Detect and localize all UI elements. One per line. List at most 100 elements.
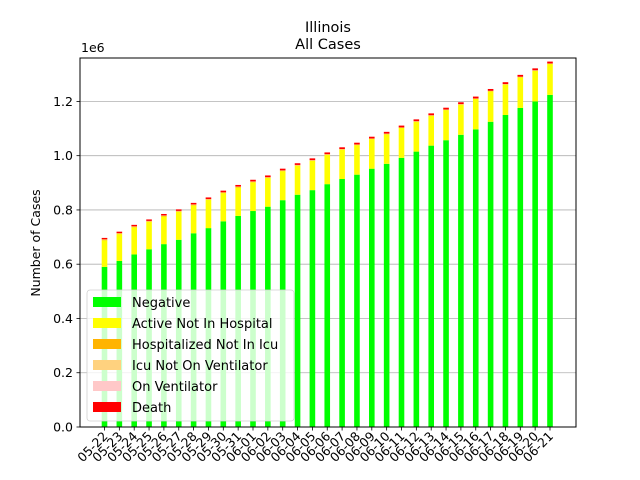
y-tick-label: 0.2 [53, 365, 73, 380]
bar-segment [369, 168, 375, 427]
legend-label: Active Not In Hospital [132, 317, 273, 332]
bar-segment [443, 140, 449, 427]
bar-segment [502, 84, 509, 115]
bar-segment [294, 194, 301, 427]
bar-segment [413, 121, 420, 152]
bar-segment [146, 219, 152, 221]
bar-segment [265, 177, 271, 178]
bar-segment [398, 125, 405, 128]
bar-segment [532, 101, 538, 427]
bar-segment [339, 149, 345, 180]
legend-label: Death [132, 401, 171, 416]
bar-segment [175, 211, 182, 212]
bar-segment [101, 237, 108, 240]
bar-segment [472, 129, 479, 427]
bar-segment [547, 61, 553, 64]
bar-segment [502, 114, 509, 428]
legend-box [86, 289, 295, 422]
y-scale-label: 1e6 [81, 40, 105, 55]
y-tick-label: 0.4 [53, 311, 73, 326]
bar-segment [398, 157, 405, 428]
bar-segment [190, 204, 197, 206]
bar-segment [309, 190, 316, 427]
bar-segment [175, 209, 182, 211]
bar-segment [190, 205, 197, 234]
bar-segment [146, 221, 152, 250]
y-tick-label: 1.2 [53, 94, 73, 109]
bar-segment [383, 134, 390, 164]
bar-segment [443, 110, 449, 141]
bar-segment [547, 94, 553, 428]
bar-segment [472, 98, 479, 130]
bar-segment [250, 182, 256, 212]
bar-segment [532, 68, 538, 71]
bar-segment [131, 227, 137, 255]
bar-segment [472, 96, 479, 99]
bar-segment [443, 107, 449, 110]
bar-segment [265, 175, 271, 178]
legend-label: On Ventilator [132, 380, 218, 395]
bar-segment [502, 82, 509, 85]
bar-segment [220, 190, 227, 193]
bar-segment [458, 104, 464, 135]
bar-segment [101, 239, 108, 241]
bar-segment [458, 102, 464, 105]
bar-segment [324, 184, 331, 427]
bar-segment [116, 233, 123, 235]
legend-label: Icu Not On Ventilator [132, 359, 268, 374]
bar-segment [547, 63, 553, 95]
bar-segment [131, 226, 137, 228]
bar-segment [265, 177, 271, 207]
bar-segment [487, 88, 494, 91]
bar-segment [383, 163, 390, 428]
bar-segment [294, 165, 301, 166]
bar-segment [487, 91, 494, 122]
bar-segment [413, 151, 420, 427]
legend-swatch [93, 402, 121, 412]
bar-segment [339, 179, 345, 427]
bar-segment [205, 199, 212, 229]
y-axis-label: Number of Cases [28, 189, 43, 296]
bar-segment [175, 211, 182, 240]
bar-segment [161, 213, 167, 216]
bar-segment [309, 160, 316, 161]
bar-segment [428, 113, 434, 116]
bar-segment [294, 165, 301, 195]
legend-swatch [93, 318, 121, 328]
bar-segment [294, 163, 301, 165]
bar-segment [279, 168, 286, 171]
chart-subtitle: All Cases [295, 37, 361, 53]
bar-segment [369, 139, 375, 169]
bar-segment [398, 128, 405, 158]
bar-segment [517, 74, 524, 77]
bar-segment [458, 134, 464, 428]
bar-segment [279, 171, 286, 201]
bar-segment [190, 202, 197, 205]
bar-segment [413, 119, 420, 122]
bar-segment [235, 187, 241, 216]
bar-segment [354, 174, 360, 427]
bar-segment [532, 70, 538, 102]
y-tick-label: 1.0 [53, 148, 73, 163]
bar-segment [487, 121, 494, 427]
y-tick-label: 0.6 [53, 257, 73, 272]
bar-segment [354, 145, 360, 175]
bar-segment [220, 192, 227, 194]
bar-segment [116, 234, 123, 261]
legend-swatch [93, 360, 121, 370]
plot-frame [79, 57, 577, 428]
bar-segment [383, 131, 390, 134]
bar-segment [339, 147, 345, 150]
bar-segment [116, 231, 123, 234]
bar-segment [517, 107, 524, 428]
bar-segment [101, 240, 108, 267]
bar-segment [324, 154, 331, 185]
bar-segment [235, 186, 241, 188]
bar-segment [324, 152, 331, 155]
bar-segment [250, 181, 256, 183]
bar-segment [205, 197, 212, 200]
legend-swatch [93, 381, 121, 391]
y-tick-label: 0.8 [53, 202, 73, 217]
bar-segment [279, 170, 286, 172]
